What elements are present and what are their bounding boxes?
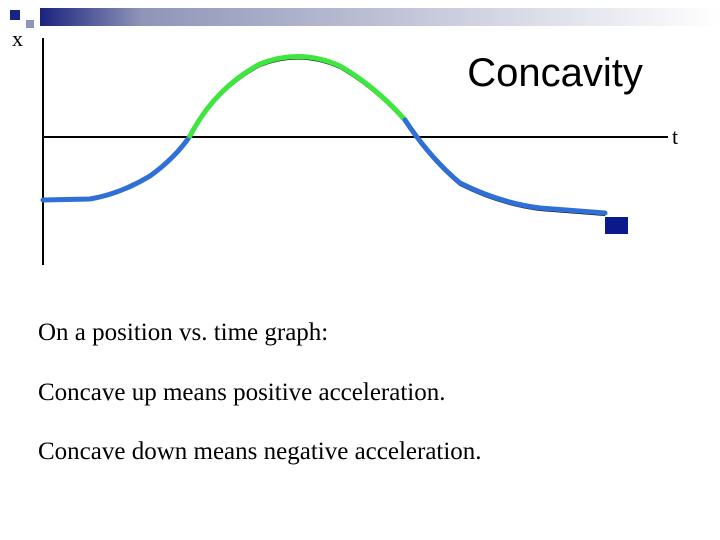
concave-up-segment [402,117,608,216]
end-marker [605,217,628,234]
decor-square [10,10,20,20]
body-line: On a position vs. time graph: [38,319,328,346]
body-line: Concave down means negative acceleration… [38,438,482,465]
x-axis-label: x [12,26,23,51]
decor-square [26,20,34,28]
concave-up-segment [40,133,193,203]
slide-title: Concavity [467,51,643,95]
decor-bar [40,8,720,26]
t-axis-label: t [672,124,678,149]
body-line: Concave up means positive acceleration. [38,379,445,406]
concave-down-segment [187,54,408,139]
